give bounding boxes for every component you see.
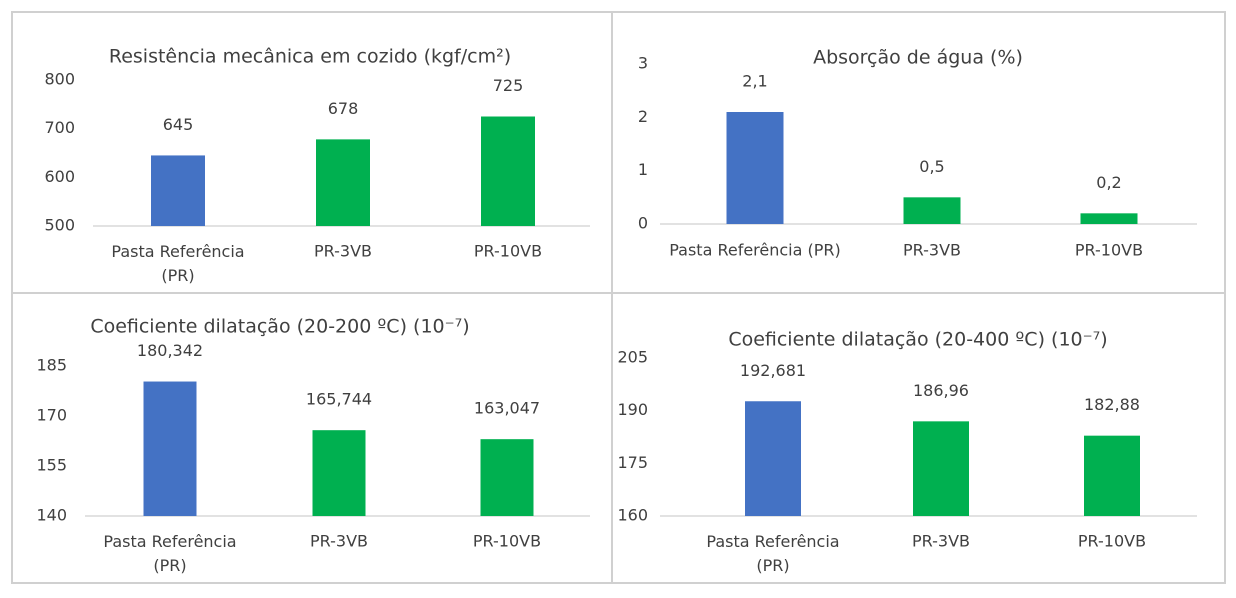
bar: [903, 197, 961, 224]
chart-title: Coeficiente dilatação (20-200 ºC) (10⁻⁷): [90, 316, 469, 338]
data-label: 678: [328, 99, 359, 118]
data-label: 725: [493, 76, 524, 95]
y-tick-label: 1: [638, 160, 648, 179]
bar: [1084, 435, 1140, 516]
chart-title: Resistência mecânica em cozido (kgf/cm²): [109, 46, 511, 68]
data-label: 180,342: [137, 341, 203, 360]
y-tick-label: 3: [638, 54, 648, 73]
bar: [913, 421, 969, 516]
y-tick-label: 170: [36, 406, 67, 425]
data-label: 645: [163, 115, 194, 134]
data-label: 163,047: [474, 399, 540, 418]
bar: [481, 116, 535, 226]
data-label: 182,88: [1084, 395, 1140, 414]
data-label: 2,1: [742, 72, 767, 91]
y-tick-label: 205: [617, 348, 648, 367]
y-tick-label: 185: [36, 356, 67, 375]
data-label: 165,744: [306, 390, 372, 409]
y-tick-label: 175: [617, 453, 648, 472]
chart-title: Coeficiente dilatação (20-400 ºC) (10⁻⁷): [728, 329, 1107, 351]
frame: [11, 11, 1226, 584]
data-label: 192,681: [740, 361, 806, 380]
bar: [316, 139, 370, 226]
x-tick-label: PR-10VB: [1078, 532, 1146, 551]
y-tick-label: 700: [44, 118, 75, 137]
y-tick-label: 2: [638, 107, 648, 126]
y-tick-label: 800: [44, 70, 75, 89]
data-label: 0,5: [919, 157, 944, 176]
x-tick-label: PR-10VB: [1075, 241, 1143, 260]
bar: [143, 381, 197, 516]
y-tick-label: 155: [36, 456, 67, 475]
x-tick-label: PR-3VB: [912, 532, 970, 551]
x-tick-label: PR-3VB: [314, 242, 372, 261]
y-tick-label: 160: [617, 506, 648, 525]
x-tick-label: Pasta Referência (PR): [706, 532, 839, 575]
bar: [151, 155, 205, 226]
x-tick-label: PR-3VB: [310, 532, 368, 551]
x-tick-label: Pasta Referência (PR): [669, 241, 841, 260]
x-tick-label: PR-10VB: [474, 242, 542, 261]
x-tick-label: Pasta Referência (PR): [103, 532, 236, 575]
bar: [1080, 213, 1138, 224]
bar: [312, 430, 366, 516]
data-label: 186,96: [913, 381, 969, 400]
y-tick-label: 190: [617, 400, 648, 419]
x-tick-label: PR-10VB: [473, 532, 541, 551]
data-label: 0,2: [1096, 173, 1121, 192]
chart-title: Absorção de água (%): [813, 47, 1023, 69]
bar: [480, 439, 534, 516]
y-tick-label: 600: [44, 167, 75, 186]
x-tick-label: Pasta Referência (PR): [111, 242, 244, 285]
bar: [726, 112, 784, 224]
bar: [745, 401, 801, 516]
x-tick-label: PR-3VB: [903, 241, 961, 260]
y-tick-label: 500: [44, 216, 75, 235]
y-tick-label: 0: [638, 214, 648, 233]
y-tick-label: 140: [36, 506, 67, 525]
